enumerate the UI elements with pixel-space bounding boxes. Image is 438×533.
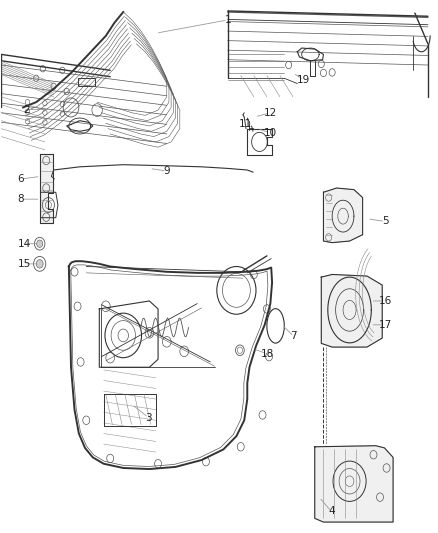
Text: 2: 2	[23, 104, 30, 115]
Circle shape	[37, 240, 43, 247]
Text: 15: 15	[18, 259, 31, 269]
Text: 18: 18	[261, 349, 274, 359]
Text: 4: 4	[328, 506, 335, 516]
Polygon shape	[321, 274, 382, 347]
Text: 11: 11	[238, 119, 252, 130]
Polygon shape	[323, 188, 363, 243]
Text: 10: 10	[264, 128, 277, 138]
Text: 6: 6	[18, 174, 24, 184]
Text: 17: 17	[378, 320, 392, 330]
Text: 9: 9	[163, 166, 170, 176]
Text: 7: 7	[290, 332, 297, 342]
Text: 8: 8	[18, 194, 24, 204]
Text: 5: 5	[382, 216, 389, 227]
Polygon shape	[315, 446, 393, 522]
Text: 3: 3	[145, 413, 152, 423]
Polygon shape	[40, 154, 53, 223]
Circle shape	[36, 260, 43, 268]
Text: 19: 19	[297, 75, 311, 85]
Text: 12: 12	[264, 108, 277, 118]
Text: 16: 16	[378, 296, 392, 306]
Text: 14: 14	[18, 239, 31, 249]
Text: 1: 1	[224, 15, 231, 25]
